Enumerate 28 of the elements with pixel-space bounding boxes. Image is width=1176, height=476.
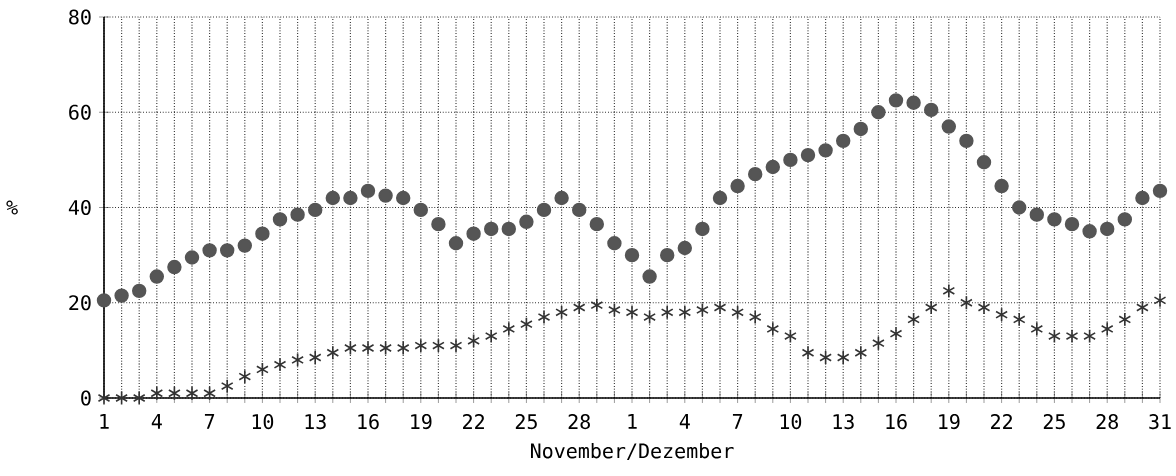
x-tick-label: 10 <box>780 414 802 430</box>
x-tick-label: 19 <box>939 414 960 430</box>
x-tick-label: 22 <box>991 414 1012 429</box>
x-tick-label: 19 <box>411 414 432 430</box>
x-tick-label: 16 <box>886 414 907 430</box>
x-tick-label: 28 <box>1096 414 1118 430</box>
y-axis-title: % <box>6 200 18 215</box>
y-tick-label: 60 <box>69 104 91 120</box>
x-tick-label: 1 <box>100 414 109 429</box>
y-tick-label: 20 <box>69 295 91 311</box>
x-tick-label: 1 <box>628 414 637 429</box>
y-tick-label: 0 <box>81 390 91 406</box>
x-tick-label: 25 <box>515 414 537 430</box>
x-tick-label: 31 <box>1149 414 1171 430</box>
x-tick-label: 10 <box>252 414 274 430</box>
x-tick-label: 22 <box>463 414 484 429</box>
x-tick-label: 13 <box>305 414 326 430</box>
x-tick-label: 28 <box>568 414 590 430</box>
x-tick-label: 7 <box>732 414 743 429</box>
x-tick-label: 25 <box>1043 414 1065 430</box>
x-tick-label: 16 <box>358 414 379 430</box>
x-tick-label: 4 <box>151 414 162 429</box>
x-tick-label: 13 <box>833 414 854 430</box>
x-axis-title: November/Dezember <box>531 442 734 460</box>
y-tick-label: 40 <box>68 199 91 216</box>
x-tick-label: 4 <box>679 414 690 429</box>
y-tick-label: 80 <box>69 9 91 25</box>
x-tick-label: 7 <box>204 414 215 429</box>
